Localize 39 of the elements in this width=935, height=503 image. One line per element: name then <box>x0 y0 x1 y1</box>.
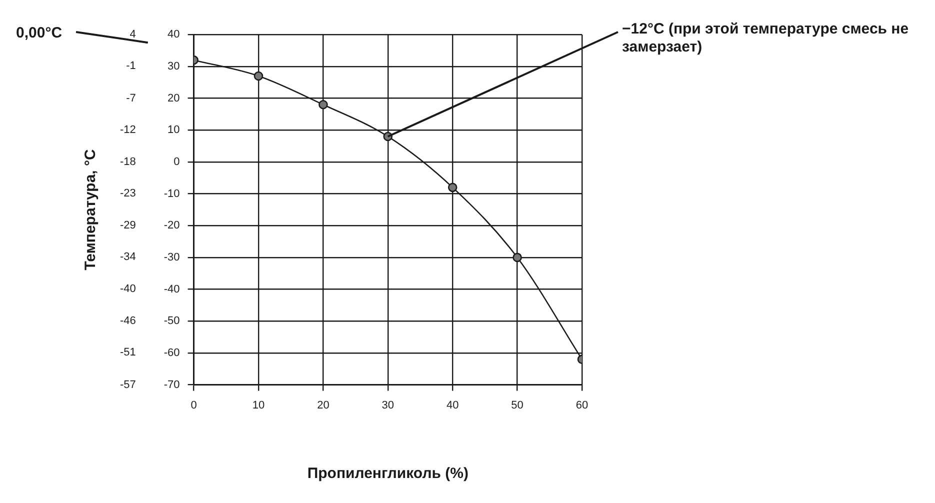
y2-tick-label: -46 <box>120 315 136 328</box>
y2-tick-label: -29 <box>120 219 136 232</box>
point <box>512 252 522 262</box>
y-tick-label: -30 <box>164 251 180 264</box>
y-tick-label: -20 <box>164 220 180 232</box>
text: 0,00°C <box>16 24 62 42</box>
y2-tick-label: -7 <box>126 92 136 104</box>
y-tick-label: -60 <box>164 346 180 359</box>
y2-tick-label: -23 <box>120 187 136 200</box>
point <box>448 182 458 192</box>
x-tick-label: 30 <box>382 399 394 412</box>
y-tick-label: 10 <box>168 124 180 136</box>
y2-tick-label: -34 <box>120 251 136 264</box>
annotation: −12°C (при этой температуре смесь не замерзает) <box>622 20 909 56</box>
y-tick-label: -50 <box>164 315 180 328</box>
y2-tick-label: -40 <box>120 283 136 296</box>
x-tick-label: 10 <box>252 399 265 412</box>
x-tick-label: 60 <box>576 399 588 412</box>
y-tick-label: -40 <box>164 283 180 296</box>
x-tick-label: 50 <box>511 399 524 412</box>
point <box>254 71 264 81</box>
y2-axis-title: Температура, °C <box>82 148 100 270</box>
y-tick-label: 0 <box>174 156 180 168</box>
x-tick-label: 0 <box>190 399 197 412</box>
y2-tick-label: -12 <box>120 124 136 136</box>
y2-tick-label: -1 <box>126 60 136 72</box>
x-tick-label: 20 <box>317 399 330 412</box>
y2-tick-label: -51 <box>120 346 136 359</box>
y2-tick-label: -18 <box>120 156 136 168</box>
y-tick-label: 40 <box>168 28 180 41</box>
y2-tick-label: 4 <box>130 28 136 41</box>
y-tick-label: -10 <box>164 188 180 200</box>
y-tick-label: 20 <box>168 92 180 104</box>
y-tick-label: 30 <box>168 60 180 72</box>
x-axis-title: Пропиленгликоль (%) <box>307 465 468 482</box>
point <box>318 100 328 110</box>
y2-tick-label: -57 <box>120 378 136 391</box>
x-tick-label: 40 <box>446 399 459 412</box>
y-tick-label: -70 <box>164 378 180 391</box>
